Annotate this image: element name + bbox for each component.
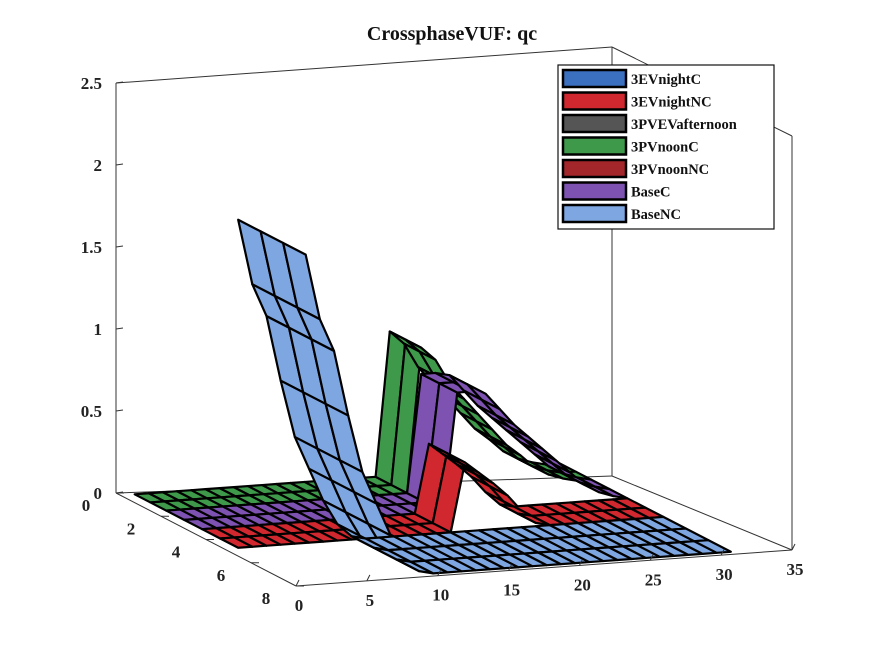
y-tick-label: 2 xyxy=(127,519,136,538)
z-tick-mark xyxy=(115,491,124,494)
z-tick-label: 2.5 xyxy=(81,74,102,93)
x-tick-label: 30 xyxy=(716,565,733,584)
z-tick-mark xyxy=(115,245,124,248)
x-tick-mark xyxy=(508,564,513,571)
z-tick-mark xyxy=(115,409,124,412)
box-top-back xyxy=(115,46,613,84)
y-tick-label: 0 xyxy=(82,496,91,515)
chart-title: CrossphaseVUF: qc xyxy=(367,23,537,45)
x-tick-label: 0 xyxy=(295,596,304,615)
z-tick-label: 1.5 xyxy=(81,238,102,257)
y-tick-label: 4 xyxy=(172,543,181,562)
legend-swatch-3PVEVafternoon xyxy=(561,113,628,134)
z-tick-label: 1 xyxy=(94,320,103,339)
legend-label: 3EVnightC xyxy=(631,72,701,88)
x-tick-mark xyxy=(649,554,654,561)
z-tick-label: 2 xyxy=(94,156,103,175)
x-tick-label: 10 xyxy=(432,586,449,605)
z-tick-mark xyxy=(115,327,124,330)
legend-swatch-3EVnightNC xyxy=(561,91,628,111)
z-tick-mark xyxy=(115,81,124,84)
legend-swatch-BaseC xyxy=(561,181,628,201)
legend-label: 3PVEVafternoon xyxy=(631,117,737,133)
z-tick-mark xyxy=(115,163,124,166)
legend-label: 3PVnoonC xyxy=(631,140,699,156)
x-tick-label: 5 xyxy=(366,591,375,610)
z-tick-label: 0.5 xyxy=(81,402,102,421)
box-floor-right xyxy=(611,475,793,551)
legend-swatch-3EVnightC xyxy=(561,68,628,89)
legend-label: 3EVnightNC xyxy=(631,95,712,111)
x-tick-label: 35 xyxy=(787,560,804,579)
legend-label: BaseNC xyxy=(631,207,681,223)
x-tick-mark xyxy=(720,548,725,556)
x-tick-mark xyxy=(437,569,442,576)
x-tick-mark xyxy=(578,559,583,566)
x-axis-line xyxy=(295,549,793,587)
x-tick-label: 15 xyxy=(503,581,520,600)
x-tick-mark xyxy=(295,579,300,587)
legend-swatch-3PVnoonNC xyxy=(561,158,628,179)
y-tick-label: 6 xyxy=(217,566,226,585)
x-tick-label: 25 xyxy=(645,570,662,589)
y-tick-label: 8 xyxy=(262,589,271,608)
legend-label: 3PVnoonNC xyxy=(631,162,709,178)
x-tick-label: 20 xyxy=(574,575,591,594)
legend-swatch-BaseNC xyxy=(561,203,628,224)
legend: 3EVnightC 3EVnightNC 3PVEVafternoon 3PVnoon… xyxy=(557,64,775,230)
z-tick-label: 0 xyxy=(94,484,103,503)
axis-ticks: 0 5 10 15 20 25 30 35 0 2 4 6 8 0 0.5 1 1.5 2 2.5 xyxy=(81,74,804,615)
x-tick-mark xyxy=(791,543,796,551)
x-tick-mark xyxy=(366,574,371,582)
legend-swatch-3PVnoonC xyxy=(561,136,628,156)
legend-label: BaseC xyxy=(631,185,670,201)
surface-patch-BaseNC xyxy=(693,539,732,554)
surface-patches xyxy=(133,218,732,575)
